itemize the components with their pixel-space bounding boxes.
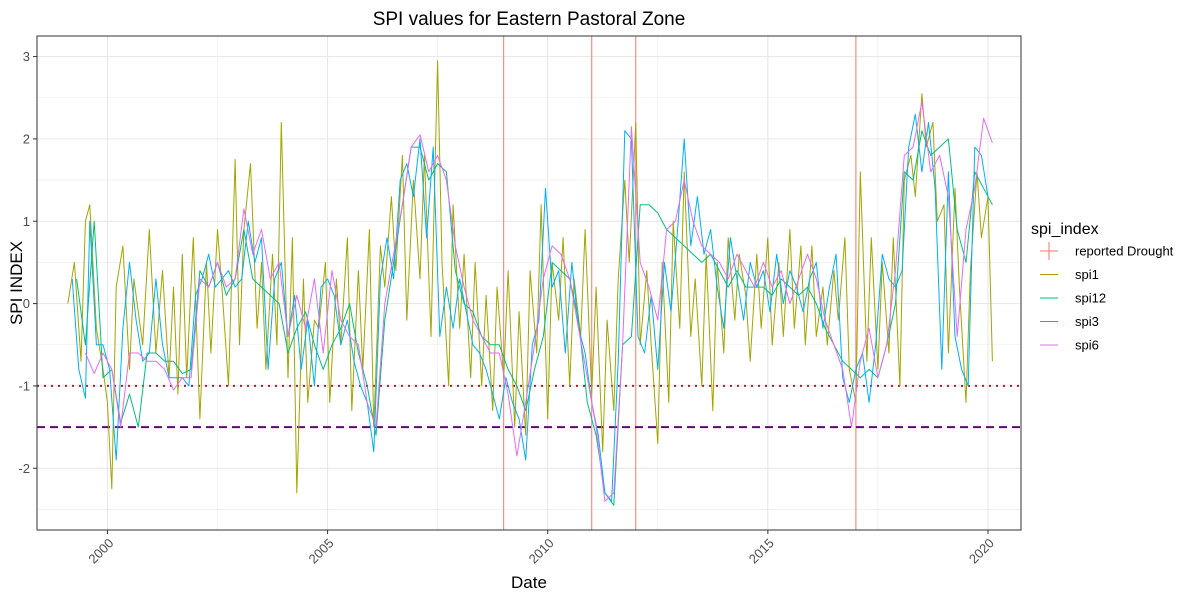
- legend-title: spi_index: [1031, 221, 1099, 238]
- legend-label: reported Drought: [1075, 244, 1174, 259]
- legend: spi_index reported Drought spi1 spi12 spi3 s…: [1031, 221, 1174, 353]
- series-line-spi6: [84, 101, 993, 502]
- y-tick-label: 0: [23, 296, 30, 311]
- legend-label: spi3: [1075, 314, 1099, 329]
- series-line-spi1: [67, 60, 993, 494]
- panel-border: [36, 35, 1022, 531]
- series-lines: [67, 60, 993, 506]
- x-axis-title: Date: [511, 573, 547, 592]
- y-tick-label: 2: [23, 131, 30, 146]
- y-axis-title: SPI INDEX: [7, 241, 26, 325]
- y-tick-label: 3: [23, 49, 30, 64]
- legend-key-reported-drought: [1040, 242, 1058, 260]
- legend-label: spi6: [1075, 338, 1099, 353]
- series-line-spi12: [76, 130, 993, 506]
- chart-title: SPI values for Eastern Pastoral Zone: [373, 9, 686, 30]
- y-tick-label: -2: [18, 461, 30, 476]
- y-tick-label: 1: [23, 214, 30, 229]
- y-tick-label: -1: [18, 378, 30, 393]
- legend-label: spi1: [1075, 267, 1099, 282]
- legend-label: spi12: [1075, 291, 1106, 306]
